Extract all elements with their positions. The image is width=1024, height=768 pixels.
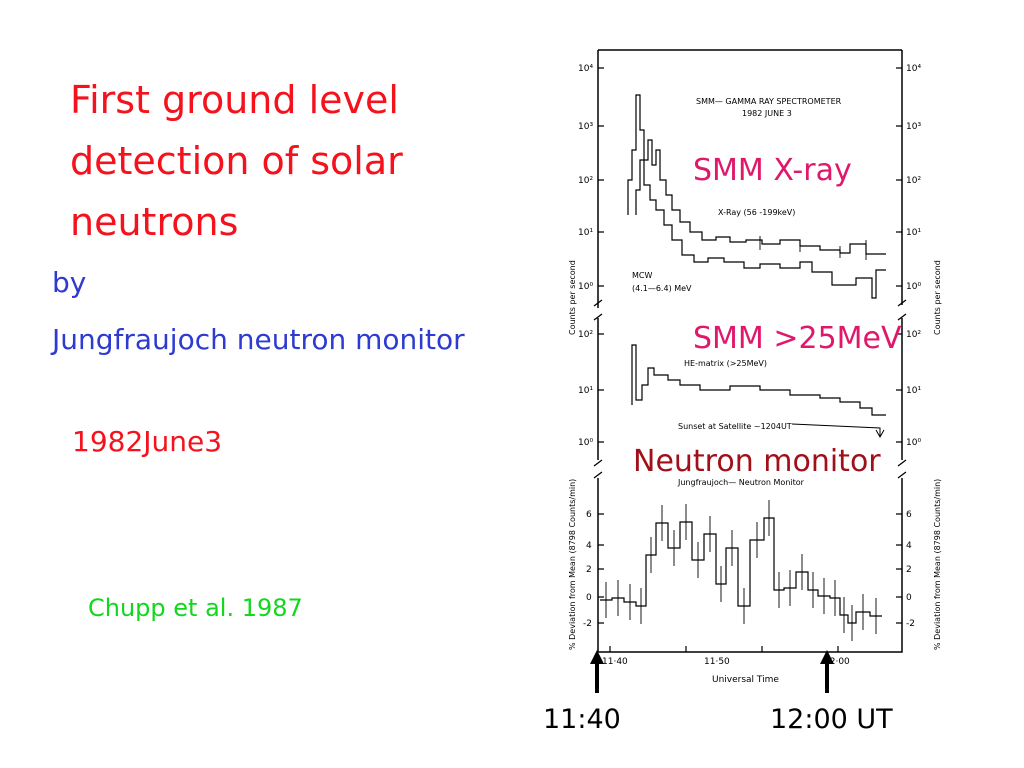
tick-marks	[598, 67, 902, 652]
ytick-bot-r1: 4	[906, 541, 912, 551]
ytick-mid-r1: 10¹	[906, 386, 921, 396]
mid-right-ticks	[896, 333, 902, 443]
ytick-top-r4: 10⁰	[906, 282, 921, 292]
overlay-xray-label: SMM X-ray	[693, 153, 852, 188]
ytick-top-r3: 10¹	[906, 228, 921, 238]
ytick-mid-0: 10²	[578, 330, 593, 340]
ytick-top-0: 10⁴	[578, 64, 593, 74]
event-date: 1982June3	[72, 425, 223, 458]
slide-title: First ground level detection of solar ne…	[70, 78, 403, 244]
axis-break-left-2	[593, 459, 603, 479]
he-curve-label: HE-matrix (>25MeV)	[684, 359, 767, 368]
citation: Chupp et al. 1987	[88, 594, 303, 622]
bottom-panel-frame	[597, 478, 903, 653]
ytick-bot-r2: 2	[906, 565, 912, 575]
by-label: by	[52, 266, 87, 299]
ytick-bot-3: 0	[586, 593, 592, 603]
ytick-mid-1: 10¹	[578, 386, 593, 396]
ytick-bot-r3: 0	[906, 593, 912, 603]
ytick-bot-r0: 6	[906, 510, 912, 520]
ytick-bot-0: 6	[586, 510, 592, 520]
arrow-1200-head	[820, 650, 834, 664]
x-axis-label: Universal Time	[712, 675, 779, 685]
x-tick-labels: 11·40 11·50 12·00	[602, 657, 850, 667]
ytick-top-r1: 10³	[906, 122, 921, 132]
middle-panel-frame	[597, 318, 903, 460]
ylabel-counts-right: Counts per second	[933, 260, 942, 335]
mcw-label-line1: MCW	[632, 271, 652, 280]
ytick-bot-2: 2	[586, 565, 592, 575]
figure-annotations: SMM— GAMMA RAY SPECTROMETER 1982 JUNE 3 …	[632, 97, 842, 487]
axis-breaks	[593, 299, 907, 479]
axis-break-right-1	[897, 299, 907, 321]
ytick-bot-4: -2	[583, 619, 592, 629]
sunset-label: Sunset at Satellite ~1204UT	[678, 422, 792, 431]
he-trace	[631, 344, 886, 416]
time-end-label: 12:00 UT	[770, 704, 893, 735]
ytick-mid-r2: 10⁰	[906, 438, 921, 448]
y-tick-labels: 10⁴ 10³ 10² 10¹ 10⁰ 10⁴ 10³ 10² 10¹ 10⁰ …	[578, 64, 921, 629]
arrow-1140-head	[590, 650, 604, 664]
bottom-right-ticks	[896, 513, 902, 624]
axis-break-right-2	[897, 459, 907, 479]
x-ticks	[609, 646, 839, 652]
mcw-trace	[635, 159, 886, 299]
nm-panel-label: Jungfraujoch— Neutron Monitor	[677, 478, 805, 487]
sunset-arrow-line	[791, 423, 881, 436]
ylabel-counts-left: Counts per second	[568, 260, 577, 335]
ytick-bot-1: 4	[586, 541, 592, 551]
ytick-top-r2: 10²	[906, 176, 921, 186]
ytick-top-4: 10⁰	[578, 282, 593, 292]
top-left-ticks	[598, 67, 604, 287]
mid-left-ticks	[598, 333, 604, 443]
overlay-he-label: SMM >25MeV	[693, 321, 902, 356]
sunset-arrow	[791, 423, 885, 439]
xray-trace	[627, 94, 886, 255]
monitor-name: Jungfraujoch neutron monitor	[52, 323, 465, 356]
overlay-neutron-label: Neutron monitor	[633, 444, 881, 479]
ytick-top-r0: 10⁴	[906, 64, 921, 74]
figure-heading-line2: 1982 JUNE 3	[742, 109, 792, 118]
bottom-left-ticks	[598, 513, 604, 624]
top-right-ticks	[896, 67, 902, 287]
error-bars	[605, 236, 877, 641]
ylabel-deviation-right: % Deviation from Mean (8798 Counts/min)	[933, 479, 942, 650]
ytick-top-3: 10¹	[578, 228, 593, 238]
time-start-label: 11:40	[543, 704, 621, 735]
panel-frames	[597, 49, 903, 653]
axis-break-left-1	[593, 299, 603, 321]
xtick-2: 12·00	[824, 657, 850, 667]
neutron-error-bars	[605, 500, 877, 641]
xtick-0: 11·40	[602, 657, 628, 667]
xtick-1: 11·50	[704, 657, 730, 667]
ytick-mid-r0: 10²	[906, 330, 921, 340]
mcw-label-line2: (4.1—6.4) MeV	[632, 284, 692, 293]
top-panel-frame	[597, 49, 903, 308]
figure-heading-line1: SMM— GAMMA RAY SPECTROMETER	[696, 97, 842, 106]
sunset-arrow-head	[875, 429, 885, 439]
ytick-top-1: 10³	[578, 122, 593, 132]
xray-curve-label: X-Ray (56 -199keV)	[718, 208, 795, 217]
ytick-top-2: 10²	[578, 176, 593, 186]
xray-error-bars	[759, 236, 867, 260]
ytick-mid-2: 10⁰	[578, 438, 593, 448]
ylabel-deviation-left: % Deviation from Mean (8798 Counts/min)	[568, 479, 577, 650]
ytick-bot-r4: -2	[906, 619, 915, 629]
